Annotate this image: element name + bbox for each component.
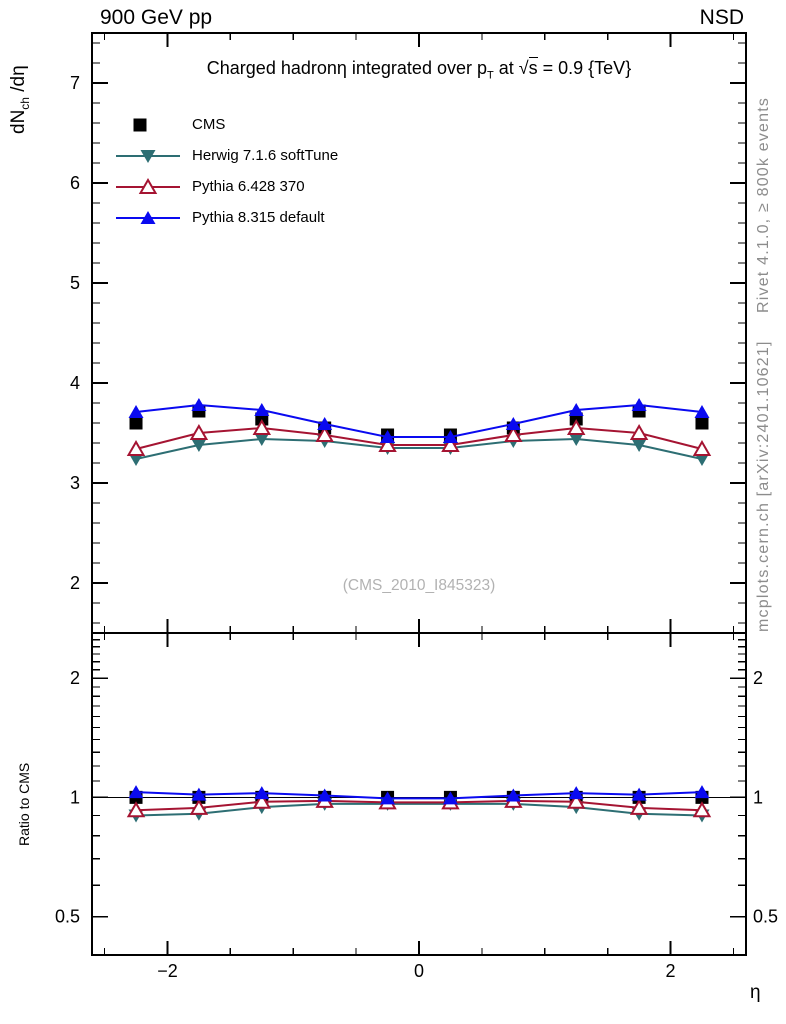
- plot-title-text: Charged hadronη integrated over p: [206, 58, 487, 78]
- svg-text:1: 1: [70, 787, 80, 807]
- y-axis-label-ratio: Ratio to CMS: [16, 762, 32, 846]
- svg-text:2: 2: [666, 961, 676, 981]
- pythia8-marker-icon: [116, 210, 180, 224]
- rivet-version-note: Rivet 4.1.0, ≥ 800k events: [755, 96, 772, 313]
- svg-text:0: 0: [414, 961, 424, 981]
- beam-energy-label: 900 GeV pp: [100, 6, 213, 29]
- svg-text:7: 7: [70, 73, 80, 93]
- y-axis-label-main: dNch /dη: [8, 65, 32, 134]
- pythia6-marker-icon: [116, 177, 180, 194]
- svg-text:6: 6: [70, 173, 80, 193]
- svg-text:1: 1: [753, 787, 763, 807]
- legend-row-pythia8: Pythia 8.315 default: [112, 202, 338, 233]
- analysis-id-watermark: (CMS_2010_I845323): [342, 577, 496, 594]
- svg-text:2: 2: [70, 573, 80, 593]
- svg-text:2: 2: [70, 668, 80, 688]
- svg-text:−2: −2: [157, 961, 178, 981]
- svg-text:2: 2: [753, 668, 763, 688]
- plot-title: Charged hadronη integrated over pT at √s…: [206, 57, 632, 82]
- legend-label-herwig: Herwig 7.1.6 softTune: [192, 147, 339, 164]
- series-cms: [129, 404, 709, 804]
- cms-marker-icon: [133, 118, 147, 131]
- svg-text:5: 5: [70, 273, 80, 293]
- legend-label-cms: CMS: [192, 116, 226, 133]
- herwig-marker-icon: [116, 149, 180, 163]
- svg-text:3: 3: [70, 473, 80, 493]
- series-pythia: [128, 398, 710, 805]
- mcplots-arxiv-note: mcplots.cern.ch [arXiv:2401.10621]: [755, 340, 772, 632]
- svg-text:0.5: 0.5: [55, 907, 80, 927]
- legend: CMS Herwig 7.1.6 softTune Pythia 6.428 3…: [112, 109, 338, 233]
- svg-text:0.5: 0.5: [753, 907, 778, 927]
- svg-text:4: 4: [70, 373, 80, 393]
- event-class-label: NSD: [699, 6, 744, 29]
- legend-label-pythia8: Pythia 8.315 default: [192, 209, 325, 226]
- legend-row-cms: CMS: [112, 109, 338, 140]
- x-axis-label: η: [750, 982, 761, 1003]
- tick-labels: 2 3 4 5 6 7 0.5 0.5 1 1 2 2 −2 0 2: [55, 73, 778, 981]
- legend-label-pythia6: Pythia 6.428 370: [192, 178, 305, 195]
- legend-row-pythia6: Pythia 6.428 370: [112, 171, 338, 202]
- pt-subscript: T: [486, 69, 494, 82]
- legend-row-herwig: Herwig 7.1.6 softTune: [112, 140, 338, 171]
- series-pythia: [126, 418, 712, 818]
- sqrt-icon: √: [518, 58, 529, 78]
